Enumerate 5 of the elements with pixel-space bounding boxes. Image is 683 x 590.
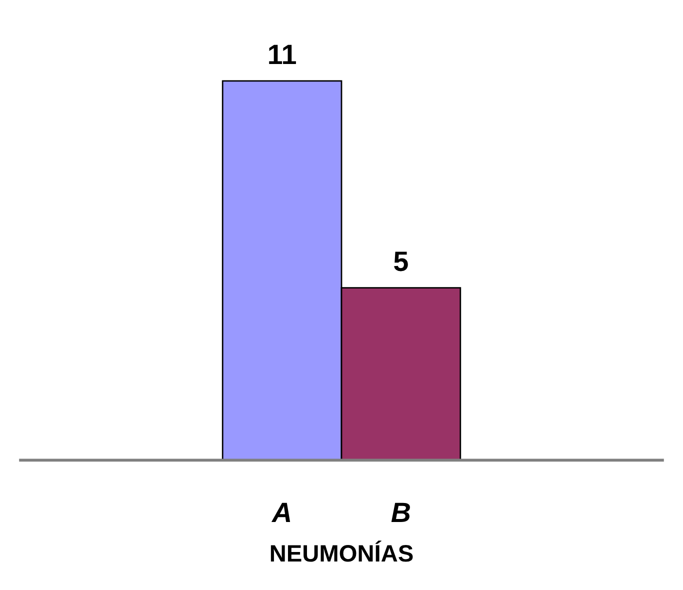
data-label: 11 — [269, 44, 296, 64]
x-tick-label: A — [271, 502, 290, 522]
data-label: 5 — [394, 252, 408, 272]
x-tick-label: B — [391, 502, 410, 522]
x-axis-title: NEUMONÍAS — [270, 540, 413, 562]
